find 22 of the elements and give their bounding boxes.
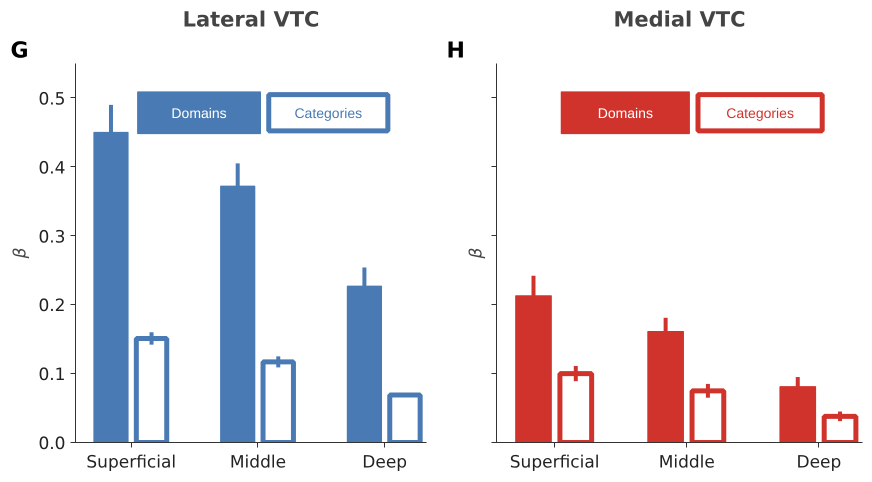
x-tick-label: Deep (796, 452, 842, 472)
text: H (446, 38, 465, 64)
x-tick-label: Deep (362, 452, 408, 472)
chart-title: Medial VTC (613, 8, 746, 32)
y-tick-label: 0.3 (38, 227, 66, 248)
y-tick-label: 0.5 (38, 89, 66, 110)
x-tick-label: Superficial (86, 452, 176, 472)
y-axis-title: β (466, 247, 486, 260)
y-axis-title: β (10, 247, 30, 260)
x-tick-label: Middle (658, 452, 715, 472)
text: Categories (726, 104, 794, 121)
y-tick-label: 0.0 (38, 434, 66, 454)
x-tick-label: Superficial (510, 452, 600, 472)
y-tick-label: 0.1 (38, 365, 66, 386)
x-tick-label: Middle (230, 452, 286, 472)
chart-title: Lateral VTC (182, 8, 320, 32)
text: Domains (171, 104, 227, 121)
y-tick-label: 0.4 (38, 158, 66, 178)
text: Domains (598, 104, 653, 121)
text: Categories (294, 104, 362, 121)
text: G (10, 38, 29, 64)
y-tick-label: 0.2 (38, 296, 66, 316)
